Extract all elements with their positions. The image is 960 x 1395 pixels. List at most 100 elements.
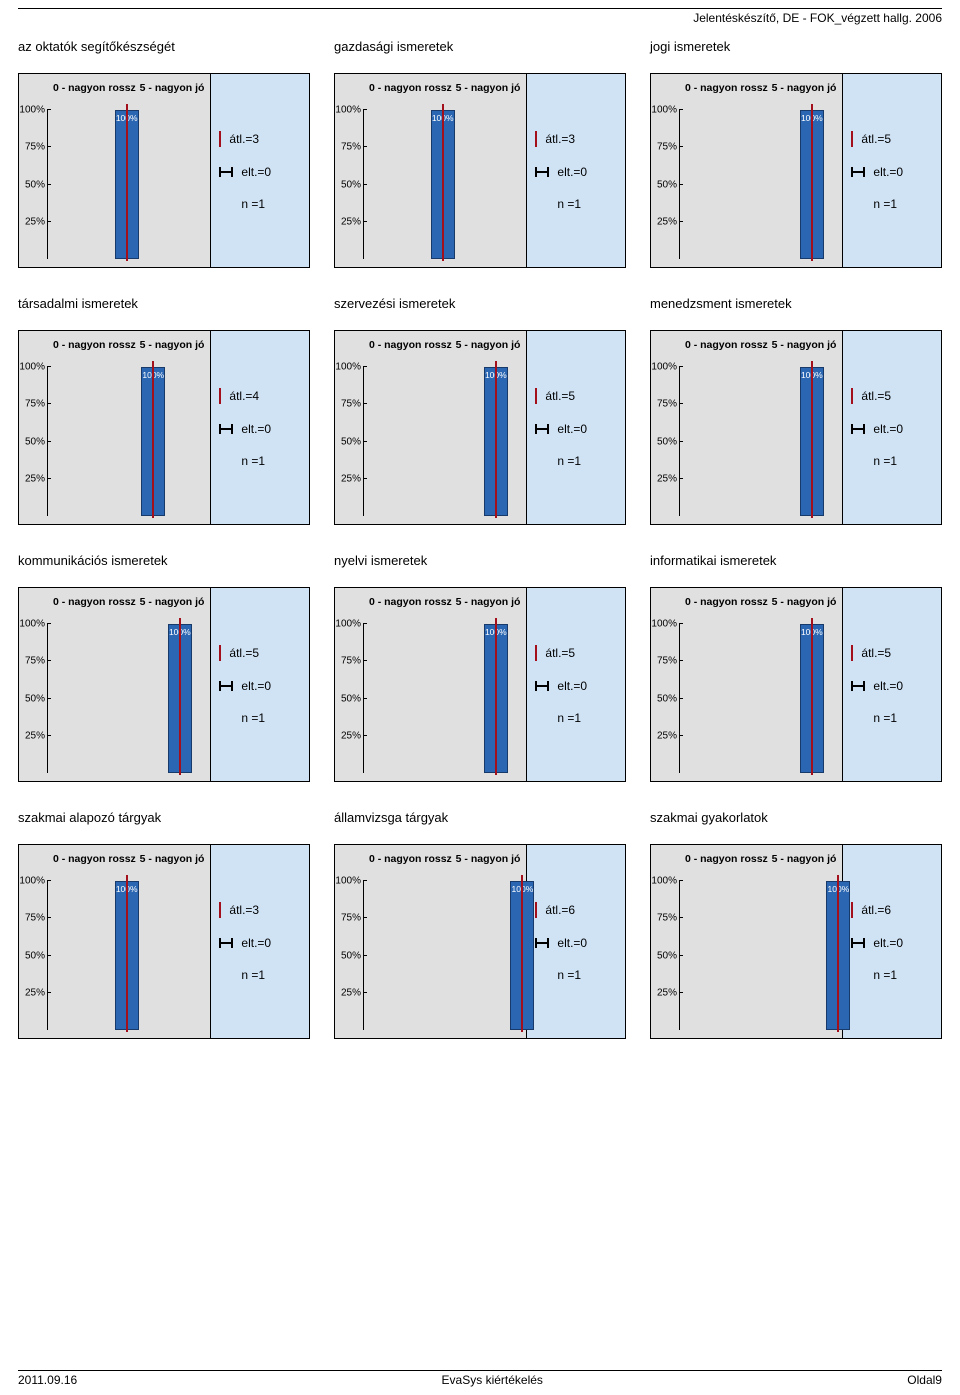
y-axis-line bbox=[679, 881, 680, 1030]
stat-mean: átl.=6 bbox=[535, 902, 617, 918]
y-tick bbox=[679, 221, 683, 222]
scale-low-label: 0 - nagyon rossz bbox=[53, 596, 136, 608]
y-tick bbox=[47, 109, 51, 110]
y-tick bbox=[363, 992, 367, 993]
stats-panel: átl.=5elt.=0n =1 bbox=[842, 588, 941, 781]
y-tick-label: 50% bbox=[657, 436, 677, 447]
y-tick-label: 50% bbox=[341, 950, 361, 961]
scale-high-label: 5 - nagyon jó bbox=[140, 82, 205, 94]
scale-header: 0 - nagyon rossz5 - nagyon jó bbox=[47, 331, 210, 357]
page: Jelentéskészítő, DE - FOK_végzett hallg.… bbox=[0, 0, 960, 1395]
stat-mean: átl.=5 bbox=[851, 131, 933, 147]
stat-dev: elt.=0 bbox=[851, 422, 933, 436]
mean-marker-icon bbox=[219, 388, 221, 404]
stat-mean: átl.=3 bbox=[219, 131, 301, 147]
chart-title: menedzsment ismeretek bbox=[650, 296, 942, 312]
y-tick-label: 75% bbox=[657, 656, 677, 667]
axis-area: 100% bbox=[679, 624, 838, 773]
y-tick-label: 50% bbox=[657, 950, 677, 961]
stat-dev: elt.=0 bbox=[535, 936, 617, 950]
stat-n: n =1 bbox=[219, 454, 301, 468]
stat-dev-label: elt.=0 bbox=[557, 165, 587, 179]
scale-high-label: 5 - nagyon jó bbox=[140, 596, 205, 608]
stat-n-label: n =1 bbox=[557, 968, 581, 982]
y-tick-label: 100% bbox=[335, 619, 361, 630]
stat-mean-label: átl.=3 bbox=[229, 903, 259, 917]
chart-card: 0 - nagyon rossz5 - nagyon jó25%50%75%10… bbox=[650, 587, 942, 782]
plot-area: 0 - nagyon rossz5 - nagyon jó25%50%75%10… bbox=[335, 331, 526, 524]
scale-header: 0 - nagyon rossz5 - nagyon jó bbox=[47, 845, 210, 871]
y-tick bbox=[47, 221, 51, 222]
stat-mean-label: átl.=6 bbox=[545, 903, 575, 917]
footer: 2011.09.16 EvaSys kiértékelés Oldal9 bbox=[18, 1370, 942, 1387]
stat-dev-label: elt.=0 bbox=[873, 679, 903, 693]
stat-mean-label: átl.=5 bbox=[861, 646, 891, 660]
y-tick-label: 100% bbox=[651, 619, 677, 630]
y-tick bbox=[47, 441, 51, 442]
stat-n-label: n =1 bbox=[241, 968, 265, 982]
stat-mean-label: átl.=5 bbox=[545, 389, 575, 403]
stat-n: n =1 bbox=[219, 968, 301, 982]
y-tick-label: 100% bbox=[19, 876, 45, 887]
y-axis-line bbox=[47, 367, 48, 516]
stat-n-label: n =1 bbox=[873, 197, 897, 211]
chart-block: jogi ismeretek0 - nagyon rossz5 - nagyon… bbox=[650, 39, 942, 268]
y-tick bbox=[47, 735, 51, 736]
axis-area: 100% bbox=[679, 881, 838, 1030]
chart-title: szakmai alapozó tárgyak bbox=[18, 810, 310, 826]
y-axis-labels: 25%50%75%100% bbox=[335, 110, 363, 259]
y-tick bbox=[363, 660, 367, 661]
axis-area: 100% bbox=[363, 624, 522, 773]
y-tick-label: 25% bbox=[657, 473, 677, 484]
y-tick-label: 50% bbox=[341, 179, 361, 190]
mean-marker-icon bbox=[219, 645, 221, 661]
stat-mean-label: átl.=5 bbox=[229, 646, 259, 660]
y-axis-labels: 25%50%75%100% bbox=[335, 624, 363, 773]
chart-title: szakmai gyakorlatok bbox=[650, 810, 942, 826]
y-tick-label: 75% bbox=[341, 913, 361, 924]
axis-area: 100% bbox=[679, 110, 838, 259]
stat-n: n =1 bbox=[219, 711, 301, 725]
y-tick bbox=[363, 109, 367, 110]
stat-mean: átl.=3 bbox=[535, 131, 617, 147]
deviation-marker-icon bbox=[851, 936, 865, 950]
plot-area: 0 - nagyon rossz5 - nagyon jó25%50%75%10… bbox=[651, 588, 842, 781]
y-tick-label: 100% bbox=[335, 105, 361, 116]
y-tick bbox=[363, 184, 367, 185]
scale-high-label: 5 - nagyon jó bbox=[456, 853, 521, 865]
mean-marker-icon bbox=[219, 131, 221, 147]
y-tick bbox=[47, 146, 51, 147]
scale-high-label: 5 - nagyon jó bbox=[772, 596, 837, 608]
stat-n: n =1 bbox=[535, 711, 617, 725]
scale-low-label: 0 - nagyon rossz bbox=[369, 339, 452, 351]
stat-dev: elt.=0 bbox=[535, 422, 617, 436]
y-tick bbox=[679, 478, 683, 479]
y-tick-label: 100% bbox=[651, 362, 677, 373]
y-tick bbox=[363, 917, 367, 918]
y-tick bbox=[47, 992, 51, 993]
deviation-marker-icon bbox=[219, 936, 233, 950]
mean-line bbox=[521, 875, 523, 1032]
chart-block: az oktatók segítőkészségét0 - nagyon ros… bbox=[18, 39, 310, 268]
y-axis-line bbox=[47, 624, 48, 773]
scale-header: 0 - nagyon rossz5 - nagyon jó bbox=[679, 331, 842, 357]
deviation-marker-icon bbox=[535, 422, 549, 436]
y-axis-labels: 25%50%75%100% bbox=[335, 367, 363, 516]
stat-n: n =1 bbox=[535, 454, 617, 468]
y-axis-labels: 25%50%75%100% bbox=[335, 881, 363, 1030]
chart-block: szakmai alapozó tárgyak 0 - nagyon rossz5… bbox=[18, 810, 310, 1039]
chart-card: 0 - nagyon rossz5 - nagyon jó25%50%75%10… bbox=[18, 844, 310, 1039]
stat-n: n =1 bbox=[851, 454, 933, 468]
stat-dev: elt.=0 bbox=[535, 165, 617, 179]
y-tick-label: 100% bbox=[335, 876, 361, 887]
y-tick-label: 75% bbox=[25, 142, 45, 153]
chart-block: informatikai ismeretek0 - nagyon rossz5 … bbox=[650, 553, 942, 782]
y-tick bbox=[363, 623, 367, 624]
y-tick-label: 75% bbox=[657, 142, 677, 153]
stat-n-label: n =1 bbox=[557, 711, 581, 725]
chart-block: szervezési ismeretek0 - nagyon rossz5 - … bbox=[334, 296, 626, 525]
y-tick-label: 25% bbox=[25, 473, 45, 484]
y-tick-label: 25% bbox=[657, 216, 677, 227]
chart-card: 0 - nagyon rossz5 - nagyon jó25%50%75%10… bbox=[18, 587, 310, 782]
scale-low-label: 0 - nagyon rossz bbox=[685, 82, 768, 94]
